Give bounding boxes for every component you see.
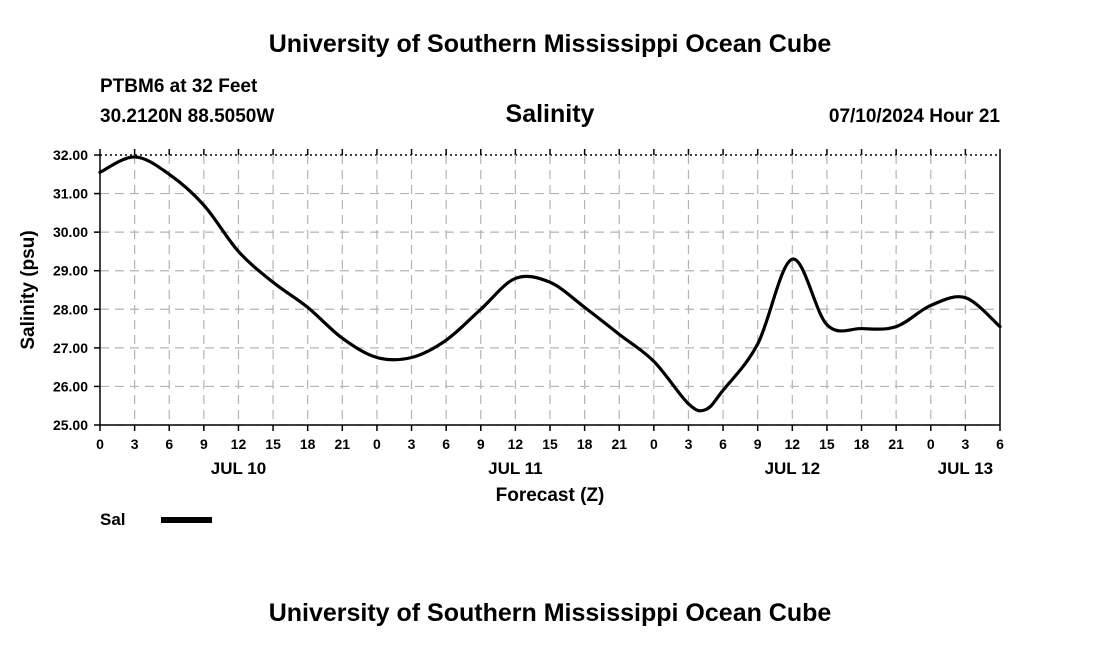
x-tick-label: 9: [200, 436, 208, 452]
x-tick-label: 12: [231, 436, 247, 452]
y-tick-label: 25.00: [53, 417, 88, 433]
timestamp-label: 07/10/2024 Hour 21: [828, 106, 1000, 127]
x-tick-label: 0: [927, 436, 935, 452]
location-label: 30.2120N 88.5050W: [100, 106, 275, 127]
station-label: PTBM6 at 32 Feet: [100, 76, 258, 97]
x-axis-label: Forecast (Z): [496, 485, 605, 506]
x-tick-label: 3: [131, 436, 139, 452]
x-tick-label: 12: [785, 436, 801, 452]
y-tick-label: 27.00: [53, 340, 88, 356]
date-label: JUL 13: [938, 459, 993, 478]
x-tick-label: 3: [961, 436, 969, 452]
x-tick-label: 21: [335, 436, 351, 452]
x-tick-label: 6: [719, 436, 727, 452]
y-tick-label: 28.00: [53, 301, 88, 317]
x-tick-label: 18: [577, 436, 593, 452]
x-tick-label: 18: [300, 436, 316, 452]
x-tick-label: 21: [888, 436, 904, 452]
legend-label: Sal: [100, 510, 126, 529]
x-tick-label: 3: [408, 436, 416, 452]
x-tick-label: 9: [477, 436, 485, 452]
x-tick-label: 21: [611, 436, 627, 452]
x-tick-label: 6: [996, 436, 1004, 452]
x-tick-label: 15: [819, 436, 835, 452]
date-label: JUL 10: [211, 459, 266, 478]
y-tick-label: 29.00: [53, 263, 88, 279]
x-tick-label: 0: [96, 436, 104, 452]
y-axis-label: Salinity (psu): [18, 230, 39, 349]
chart-ticks: 25.00 26.00 27.00 28.00 29.00 30.00 31.00 32.00…: [53, 147, 1004, 478]
date-label: JUL 11: [488, 459, 543, 478]
x-tick-label: 12: [508, 436, 524, 452]
x-tick-label: 9: [754, 436, 762, 452]
x-tick-label: 3: [685, 436, 693, 452]
chart-title: Salinity: [505, 100, 595, 128]
salinity-series-line: [98, 155, 1002, 413]
y-tick-label: 31.00: [53, 186, 88, 202]
y-tick-label: 32.00: [53, 147, 88, 163]
page-title-bottom: University of Southern Mississippi Ocean…: [268, 599, 832, 627]
x-tick-label: 0: [373, 436, 381, 452]
date-label: JUL 12: [765, 459, 820, 478]
page-title-top: University of Southern Mississippi Ocean…: [268, 30, 832, 58]
chart-series: [98, 155, 1002, 413]
y-tick-label: 30.00: [53, 224, 88, 240]
x-tick-label: 6: [165, 436, 173, 452]
x-tick-label: 15: [542, 436, 558, 452]
x-tick-label: 18: [854, 436, 870, 452]
x-tick-label: 15: [265, 436, 281, 452]
y-tick-label: 26.00: [53, 378, 88, 394]
x-tick-label: 6: [442, 436, 450, 452]
x-tick-label: 0: [650, 436, 658, 452]
chart-grid: [100, 154, 1000, 426]
